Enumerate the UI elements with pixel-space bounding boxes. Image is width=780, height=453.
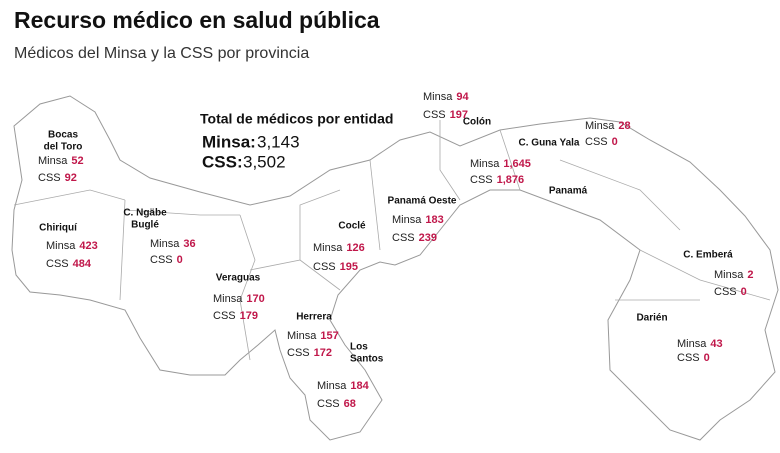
region-name: Colón: [463, 117, 491, 128]
totals-label: Minsa:: [202, 132, 256, 151]
totals-label: CSS:: [202, 152, 243, 171]
minsa-label: Minsa: [313, 242, 343, 254]
region-name: Herrera: [296, 312, 332, 323]
css-label: CSS: [423, 109, 446, 121]
css-label: CSS: [213, 310, 236, 322]
minsa-label: Minsa: [38, 155, 68, 167]
region-name: C. Guna Yala: [519, 138, 580, 149]
totals-value: 3,502: [243, 152, 286, 171]
minsa-value: 423: [79, 240, 97, 252]
css-value: 172: [314, 347, 332, 359]
region-name: Bocas: [48, 130, 78, 141]
css-value: 0: [612, 136, 618, 148]
css-label: CSS: [38, 172, 61, 184]
region-name: Coclé: [338, 221, 366, 232]
css-value: 239: [419, 232, 437, 244]
minsa-label: Minsa: [287, 330, 317, 342]
minsa-value: 36: [183, 238, 195, 250]
minsa-value: 43: [710, 338, 722, 350]
css-label: CSS: [150, 254, 173, 266]
minsa-label: Minsa: [470, 158, 500, 170]
minsa-value: 28: [618, 120, 630, 132]
minsa-label: Minsa: [213, 293, 243, 305]
css-label: CSS: [317, 398, 340, 410]
css-label: CSS: [677, 352, 700, 364]
css-value: 68: [344, 398, 356, 410]
region-name: Darién: [636, 313, 667, 324]
totals-title: Total de médicos por entidad: [200, 111, 393, 127]
css-value: 0: [704, 352, 710, 364]
region-name: del Toro: [44, 142, 83, 153]
region-name: Chiriquí: [39, 223, 78, 234]
css-label: CSS: [585, 136, 608, 148]
css-label: CSS: [470, 174, 493, 186]
minsa-value: 170: [246, 293, 264, 305]
minsa-value: 94: [456, 91, 469, 103]
css-value: 1,876: [497, 174, 525, 186]
region-name: C. Ngäbe: [123, 208, 167, 219]
css-value: 197: [450, 109, 468, 121]
minsa-label: Minsa: [585, 120, 615, 132]
region-name: C. Emberá: [683, 250, 733, 261]
css-label: CSS: [392, 232, 415, 244]
minsa-label: Minsa: [317, 380, 347, 392]
minsa-label: Minsa: [150, 238, 180, 250]
minsa-label: Minsa: [392, 214, 422, 226]
region-name: Santos: [350, 354, 384, 365]
minsa-value: 157: [320, 330, 338, 342]
minsa-value: 126: [346, 242, 364, 254]
css-label: CSS: [714, 286, 737, 298]
totals-value: 3,143: [257, 132, 300, 151]
region-name: Panamá: [549, 186, 588, 197]
css-value: 195: [340, 261, 358, 273]
region-name: Veraguas: [216, 273, 261, 284]
css-value: 0: [741, 286, 747, 298]
region-name: Buglé: [131, 220, 159, 231]
minsa-value: 2: [747, 269, 753, 281]
minsa-value: 183: [425, 214, 443, 226]
minsa-label: Minsa: [46, 240, 76, 252]
totals: Total de médicos por entidad Minsa: 3,14…: [200, 111, 393, 172]
css-value: 92: [65, 172, 77, 184]
minsa-value: 1,645: [503, 158, 531, 170]
region-name: Panamá Oeste: [388, 196, 457, 207]
css-value: 484: [73, 258, 92, 270]
country-outline: [11, 95, 779, 441]
minsa-value: 52: [71, 155, 83, 167]
minsa-label: Minsa: [714, 269, 744, 281]
css-value: 0: [177, 254, 183, 266]
css-label: CSS: [46, 258, 69, 270]
minsa-label: Minsa: [423, 91, 453, 103]
province-borders: [13, 120, 771, 361]
css-value: 179: [240, 310, 258, 322]
minsa-label: Minsa: [677, 338, 707, 350]
subtitle: Médicos del Minsa y la CSS por provincia: [14, 45, 309, 62]
region-name: Los: [350, 342, 368, 353]
minsa-value: 184: [350, 380, 369, 392]
css-label: CSS: [287, 347, 310, 359]
title: Recurso médico en salud pública: [14, 7, 380, 33]
css-label: CSS: [313, 261, 336, 273]
